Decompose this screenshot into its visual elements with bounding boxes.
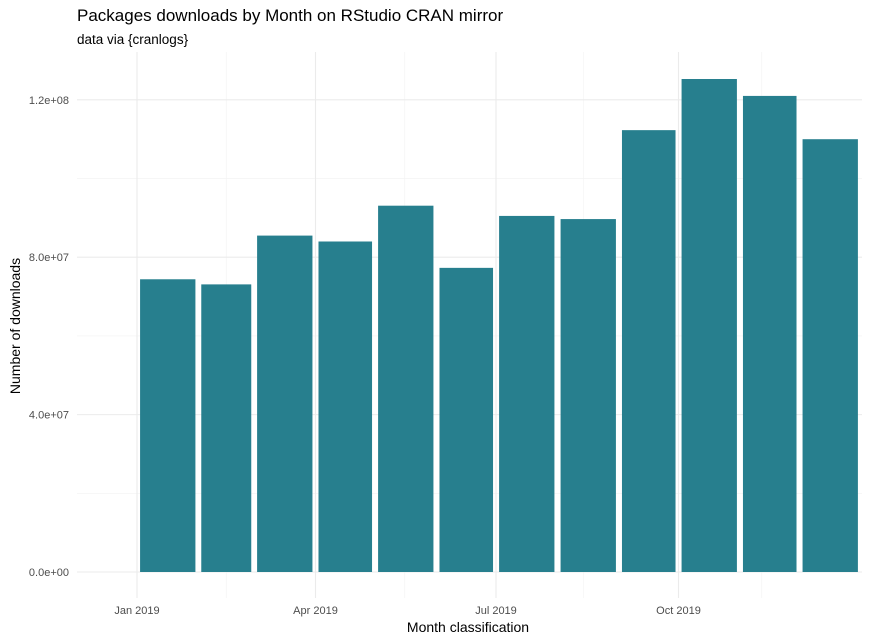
x-tick-label: Apr 2019: [293, 605, 338, 617]
y-tick-label: 1.2e+08: [29, 95, 69, 107]
bar-2019-04: [318, 241, 373, 573]
bars: [140, 79, 858, 573]
chart-subtitle: data via {cranlogs}: [77, 32, 189, 47]
bar-2019-06: [439, 267, 494, 572]
y-tick-label: 4.0e+07: [29, 410, 69, 422]
bar-2019-09: [621, 130, 676, 573]
bar-2019-05: [378, 205, 434, 572]
chart-title: Packages downloads by Month on RStudio C…: [77, 6, 504, 25]
bar-2019-07: [499, 215, 555, 572]
y-tick-label: 8.0e+07: [29, 252, 69, 264]
y-tick-label: 0.0e+00: [29, 567, 69, 579]
bar-2019-12: [802, 139, 858, 572]
x-tick-label: Oct 2019: [656, 605, 701, 617]
bar-2019-10: [681, 79, 737, 572]
bar-2019-03: [257, 235, 313, 572]
bar-2019-08: [560, 219, 616, 572]
x-tick-label: Jan 2019: [114, 605, 159, 617]
y-axis-title: Number of downloads: [7, 258, 23, 394]
x-axis-title: Month classification: [407, 619, 529, 635]
bar-2019-11: [742, 95, 797, 573]
bar-2019-02: [201, 284, 252, 572]
x-tick-label: Jul 2019: [475, 605, 517, 617]
bar-2019-01: [140, 279, 196, 572]
x-axis-ticks: Jan 2019 Apr 2019 Jul 2019 Oct 2019: [114, 605, 700, 617]
y-axis-ticks: 0.0e+00 4.0e+07 8.0e+07 1.2e+08: [29, 95, 69, 579]
